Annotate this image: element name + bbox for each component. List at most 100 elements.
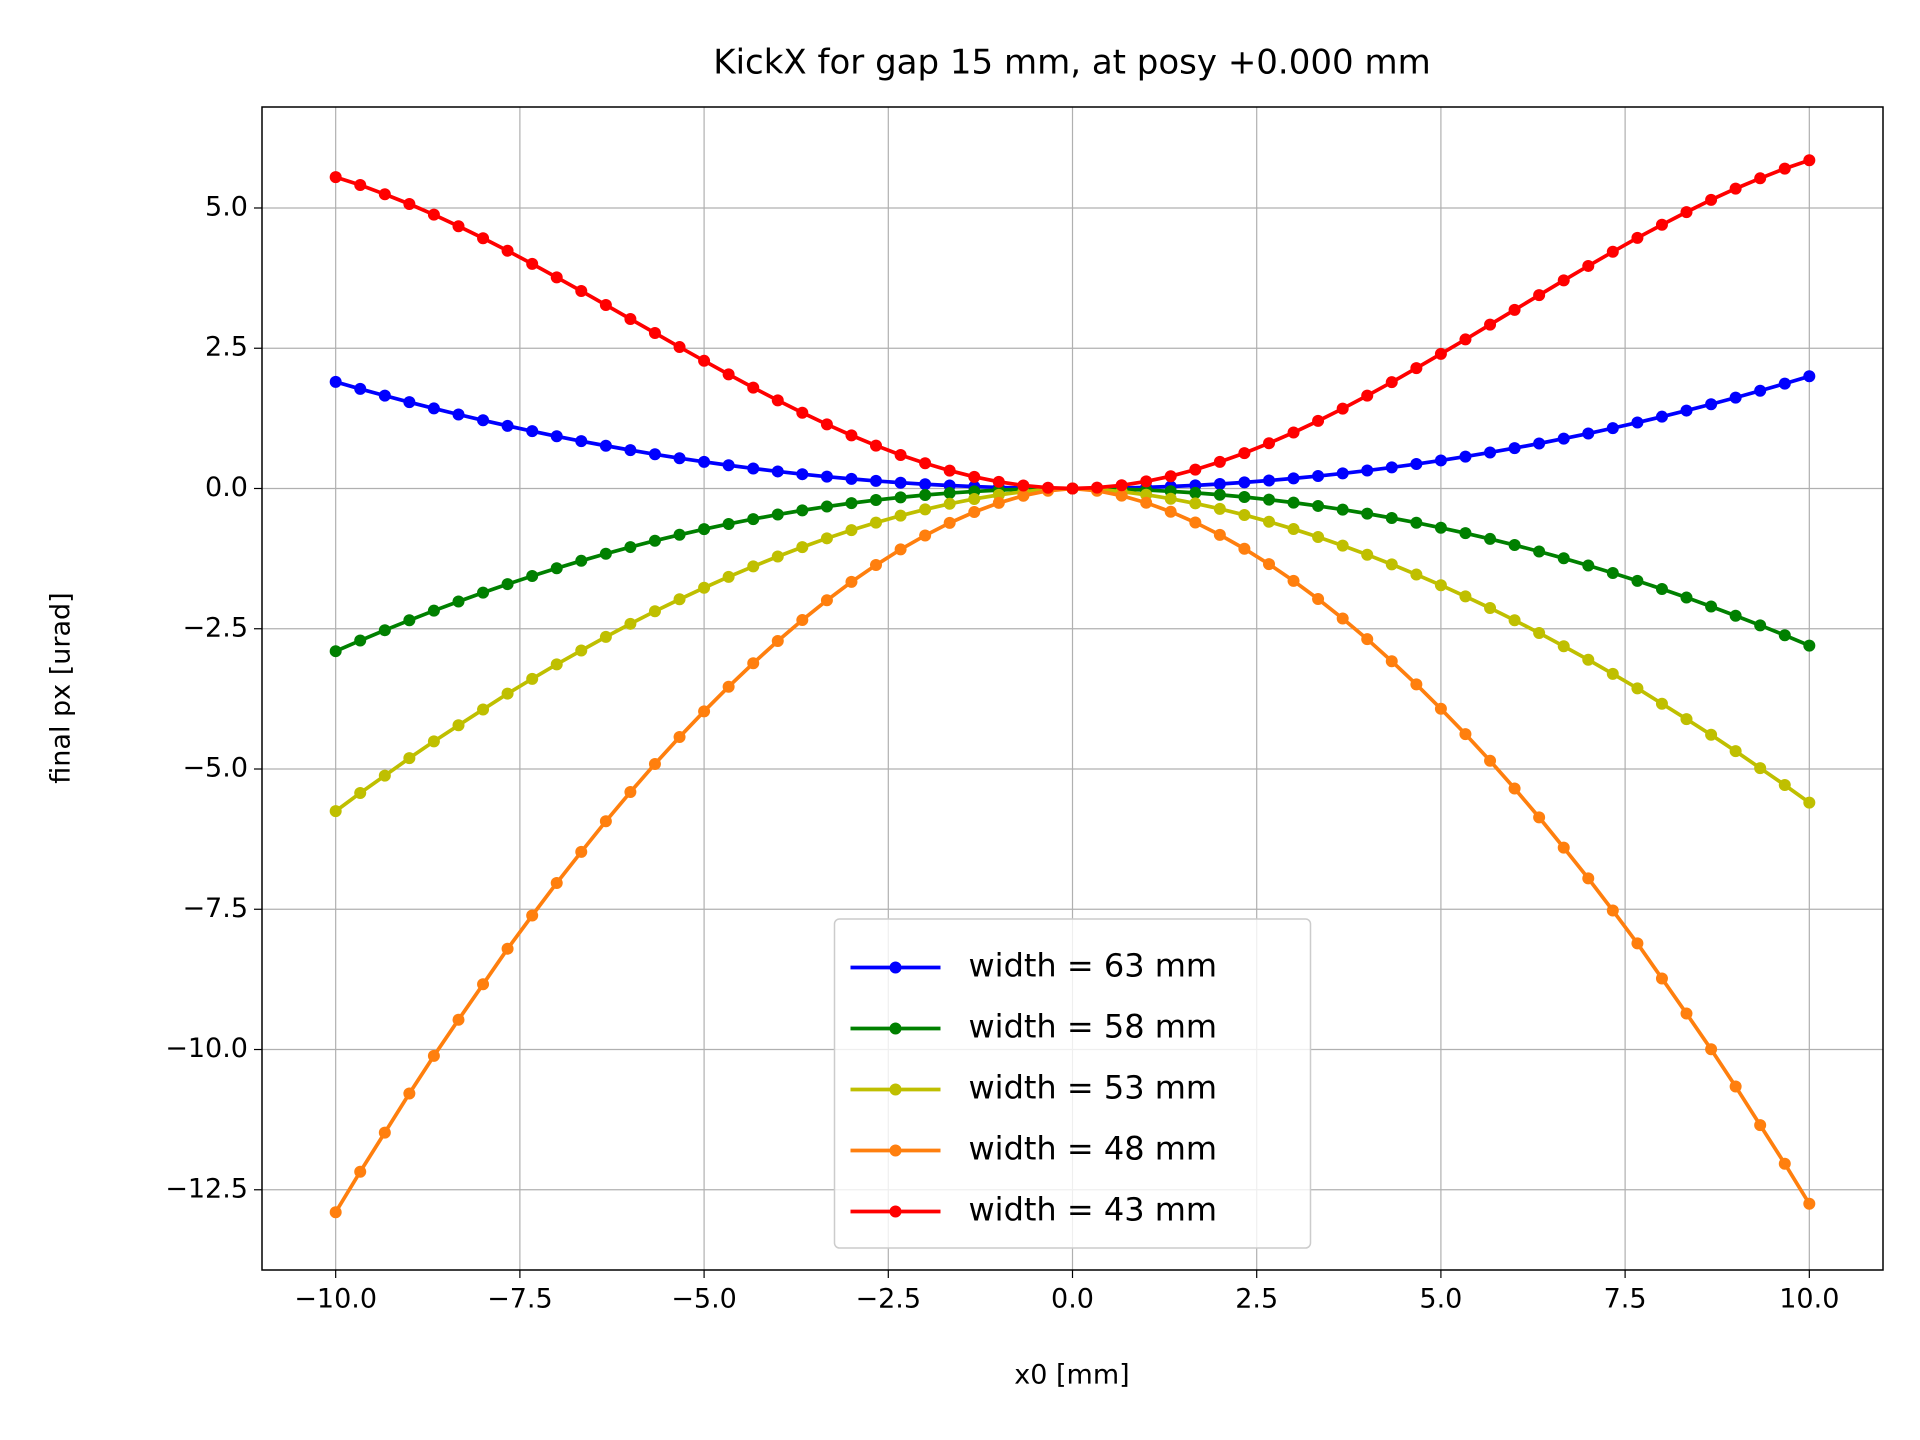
y-tick-label: −2.5 <box>182 612 248 643</box>
data-point <box>820 532 833 545</box>
data-point <box>1385 376 1398 389</box>
data-point <box>919 503 932 516</box>
data-point <box>698 455 711 468</box>
data-point <box>1655 218 1668 231</box>
data-point <box>1778 629 1791 642</box>
data-point <box>1140 475 1153 488</box>
data-point <box>1336 402 1349 415</box>
data-point <box>1434 347 1447 360</box>
data-point <box>894 476 907 489</box>
data-point <box>378 188 391 201</box>
data-point <box>673 452 686 465</box>
data-point <box>1238 491 1251 504</box>
data-point <box>354 382 367 395</box>
data-point <box>1115 479 1128 492</box>
data-point <box>796 541 809 554</box>
data-point <box>575 285 588 298</box>
data-point <box>1336 467 1349 480</box>
data-point <box>1631 231 1644 244</box>
data-point <box>1213 455 1226 468</box>
data-point <box>526 909 539 922</box>
data-point <box>648 605 661 618</box>
data-point <box>771 394 784 407</box>
data-point <box>1213 478 1226 491</box>
data-point <box>1385 512 1398 525</box>
data-point <box>403 1087 416 1100</box>
data-point <box>1631 682 1644 695</box>
data-point <box>1336 612 1349 625</box>
data-point <box>1287 523 1300 536</box>
data-point <box>1680 1007 1693 1020</box>
data-point <box>1213 488 1226 501</box>
data-point <box>722 459 735 472</box>
x-tick-label: −5.0 <box>671 1284 737 1315</box>
data-point <box>845 524 858 537</box>
data-point <box>550 658 563 671</box>
data-point <box>796 504 809 517</box>
data-point <box>1287 496 1300 509</box>
data-point <box>1287 426 1300 439</box>
data-point <box>1803 370 1816 383</box>
legend-box <box>833 918 1312 1249</box>
data-point <box>968 506 981 519</box>
data-point <box>1238 508 1251 521</box>
data-point <box>1238 447 1251 460</box>
data-point <box>1508 303 1521 316</box>
data-point <box>1459 450 1472 463</box>
data-point <box>1213 502 1226 515</box>
data-point <box>919 529 932 542</box>
data-point <box>1484 318 1497 331</box>
y-tick-label: 5.0 <box>205 191 248 222</box>
data-point <box>575 845 588 858</box>
data-point <box>648 757 661 770</box>
data-point <box>771 465 784 478</box>
data-point <box>1533 811 1546 824</box>
data-point <box>1164 492 1177 505</box>
data-point <box>354 787 367 800</box>
data-point <box>1582 653 1595 666</box>
data-point <box>354 1165 367 1178</box>
data-point <box>329 1206 342 1219</box>
legend-label: width = 63 mm <box>969 947 1218 985</box>
data-point <box>771 508 784 521</box>
data-point <box>624 617 637 630</box>
data-point <box>943 487 956 500</box>
data-point <box>329 645 342 658</box>
data-point <box>477 414 490 427</box>
data-point <box>1164 505 1177 518</box>
data-point <box>1164 470 1177 483</box>
data-point <box>501 942 514 955</box>
data-point <box>550 562 563 575</box>
data-point <box>1312 499 1325 512</box>
x-tick-label: 0.0 <box>1051 1284 1094 1315</box>
data-point <box>1189 463 1202 476</box>
data-point <box>869 494 882 507</box>
data-point <box>427 1049 440 1062</box>
x-tick-label: −10.0 <box>294 1284 377 1315</box>
data-point <box>575 554 588 567</box>
data-point <box>1680 713 1693 726</box>
data-point <box>722 368 735 381</box>
data-point <box>1238 476 1251 489</box>
data-point <box>919 489 932 502</box>
data-point <box>599 815 612 828</box>
data-point <box>1655 972 1668 985</box>
data-point <box>1557 274 1570 287</box>
x-tick-label: −2.5 <box>856 1284 922 1315</box>
data-point <box>1631 574 1644 587</box>
data-point <box>771 550 784 563</box>
data-point <box>1508 442 1521 455</box>
data-point <box>427 402 440 415</box>
data-point <box>869 559 882 572</box>
data-point <box>477 978 490 991</box>
data-point <box>1410 678 1423 691</box>
data-point <box>1606 904 1619 917</box>
data-point <box>1557 552 1570 565</box>
data-point <box>1140 496 1153 509</box>
data-point <box>1312 593 1325 606</box>
data-point <box>648 534 661 547</box>
data-point <box>501 578 514 591</box>
data-point <box>452 220 465 233</box>
legend-marker <box>889 1022 902 1035</box>
data-point <box>845 429 858 442</box>
